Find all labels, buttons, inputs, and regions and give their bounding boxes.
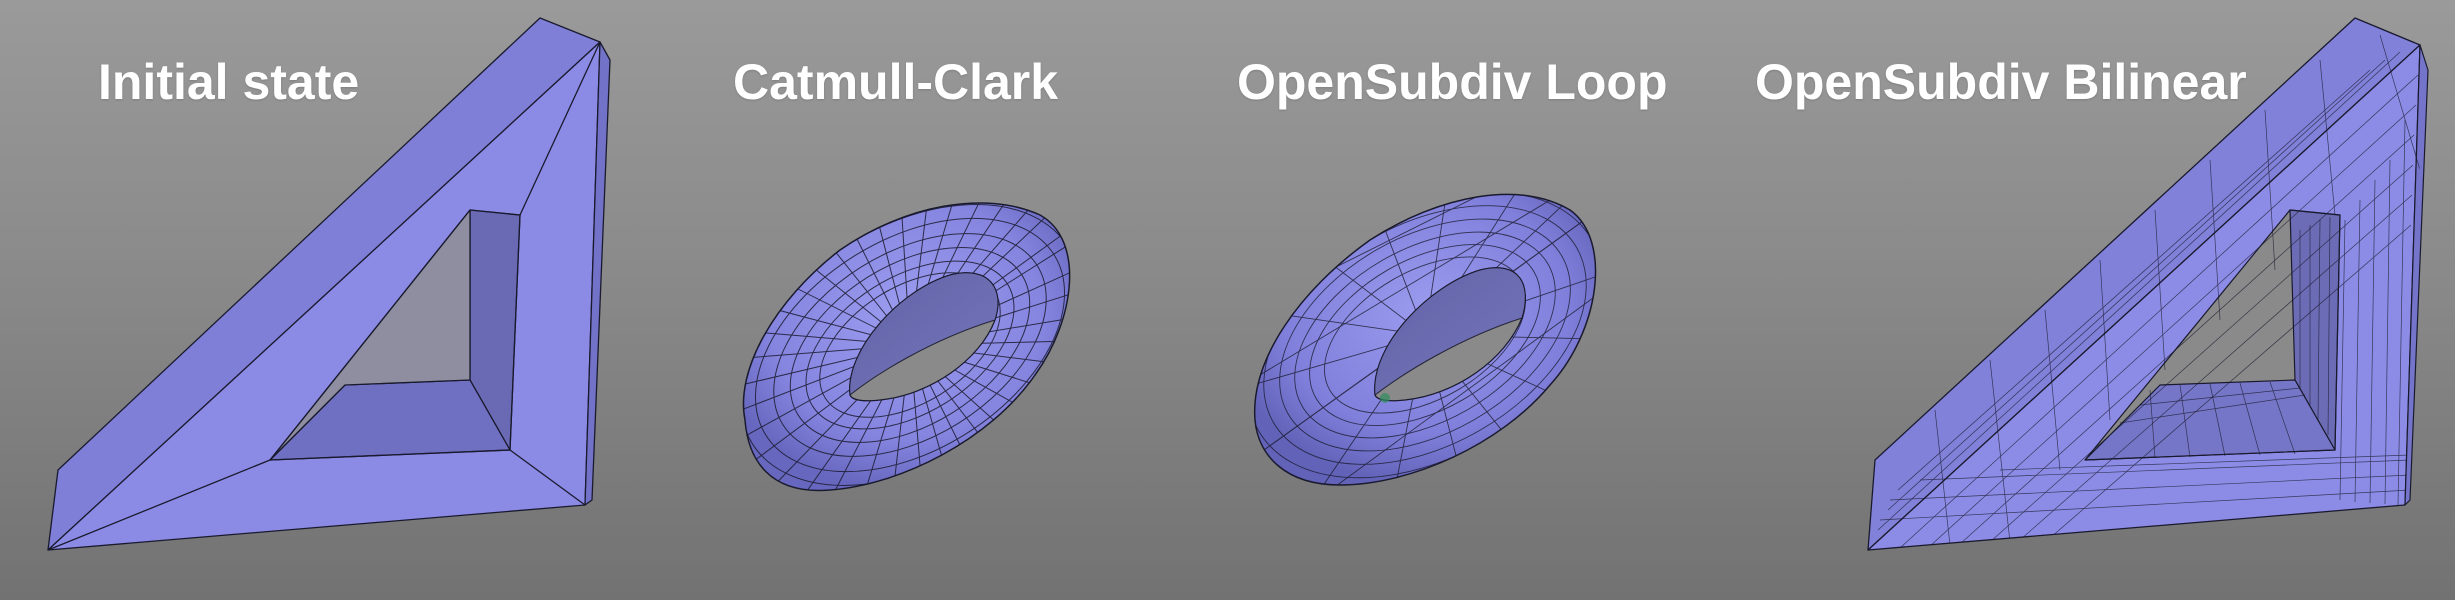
catmull-clark-mesh xyxy=(742,202,1071,492)
bilinear-hole-wireframe xyxy=(2119,216,2331,459)
loop-torus-inner-wall xyxy=(1374,267,1526,396)
bilinear-right-face xyxy=(2404,44,2429,506)
opensubdiv-loop-label: OpenSubdiv Loop xyxy=(1237,54,1668,110)
opensubdiv-bilinear-mesh xyxy=(1867,17,2429,551)
initial-state-label: Initial state xyxy=(98,54,360,110)
initial-right-face xyxy=(584,41,611,506)
catmull-torus-inner-wall xyxy=(849,272,999,396)
loop-torus-pole xyxy=(1380,393,1390,403)
opensubdiv-loop-mesh xyxy=(1253,193,1597,486)
bilinear-wireframe xyxy=(1867,34,2421,550)
catmull-clark-label: Catmull-Clark xyxy=(733,54,1059,110)
initial-state-mesh xyxy=(47,17,611,551)
opensubdiv-bilinear-label: OpenSubdiv Bilinear xyxy=(1755,54,2247,110)
